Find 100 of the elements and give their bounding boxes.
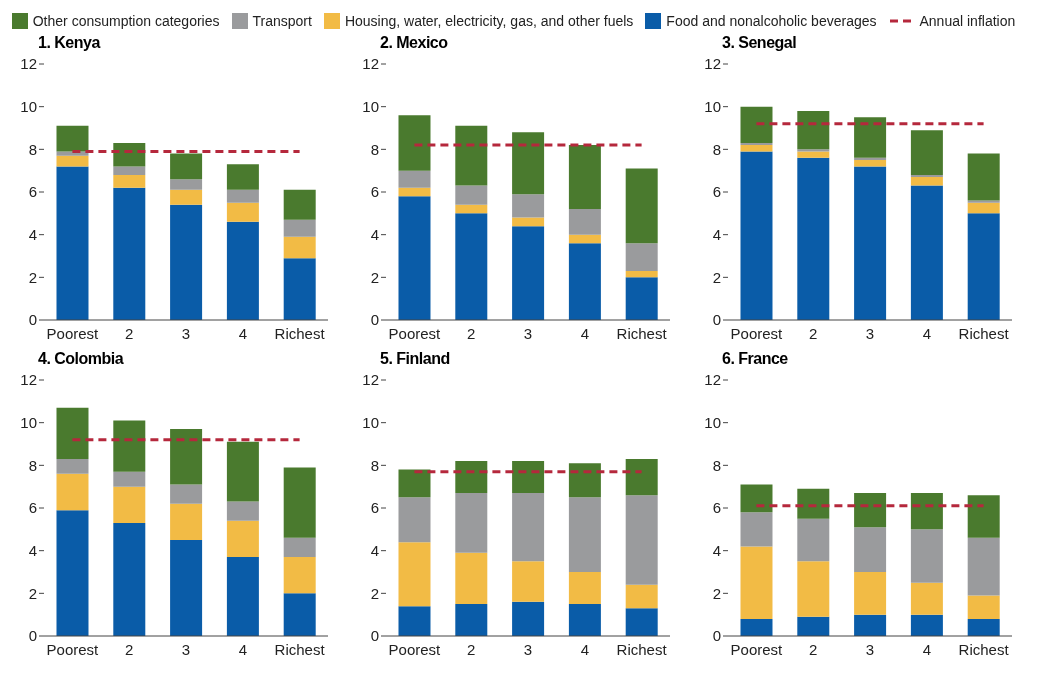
bar	[170, 503, 203, 540]
bar	[740, 145, 773, 152]
y-tick-label: 8	[370, 456, 379, 474]
y-tick-label: 6	[28, 499, 37, 517]
bar	[625, 458, 658, 496]
x-tick-label: Poorest	[46, 324, 100, 342]
bar	[455, 552, 488, 604]
bar	[910, 614, 943, 636]
bar	[854, 493, 887, 528]
legend-label: Annual inflation	[919, 13, 1016, 29]
bar	[398, 170, 431, 188]
bar	[512, 561, 545, 602]
bar	[910, 529, 943, 583]
y-tick-label: 0	[28, 311, 37, 329]
x-tick-label: 3	[523, 640, 533, 658]
bar	[398, 115, 431, 171]
y-tick-label: 8	[28, 456, 37, 474]
bar	[740, 151, 773, 320]
bar	[56, 166, 89, 320]
bar	[854, 166, 887, 320]
bar	[113, 174, 146, 188]
y-tick-label: 8	[370, 140, 379, 158]
bar	[283, 189, 316, 220]
legend-label: Housing, water, electricity, gas, and other fuels	[344, 13, 634, 29]
bar	[398, 606, 431, 636]
y-tick-label: 12	[20, 55, 37, 73]
bar	[910, 582, 943, 615]
bar	[625, 270, 658, 278]
bar	[170, 204, 203, 320]
x-tick-label: 2	[467, 324, 476, 342]
y-tick-label: 2	[28, 268, 37, 286]
bar	[568, 497, 601, 572]
bar	[967, 618, 1000, 636]
bar	[797, 157, 830, 320]
bar	[512, 132, 545, 195]
bar	[740, 546, 773, 619]
y-tick-label: 8	[712, 456, 721, 474]
x-tick-label: Richest	[616, 640, 668, 658]
bar	[625, 608, 658, 636]
bar	[568, 234, 601, 244]
bar	[854, 614, 887, 636]
bar	[512, 217, 545, 227]
y-tick-label: 10	[20, 97, 37, 115]
chart-title: 5. Finland	[379, 350, 451, 369]
bar	[226, 441, 259, 502]
bar	[398, 542, 431, 607]
x-tick-label: Poorest	[730, 324, 784, 342]
y-tick-label: 2	[28, 584, 37, 602]
x-tick-label: 3	[865, 640, 875, 658]
bar	[797, 518, 830, 562]
bar	[568, 604, 601, 636]
bar	[740, 106, 773, 143]
y-tick-label: 6	[712, 183, 721, 201]
y-tick-label: 4	[370, 225, 379, 243]
x-tick-label: Richest	[274, 324, 326, 342]
bar	[797, 110, 830, 150]
bar	[854, 160, 887, 167]
y-tick-label: 12	[20, 371, 37, 389]
bar	[56, 510, 89, 636]
bar	[56, 407, 89, 459]
bar	[854, 117, 887, 158]
y-tick-label: 4	[712, 541, 721, 559]
y-tick-label: 0	[370, 311, 379, 329]
bar	[910, 177, 943, 186]
y-tick-label: 12	[362, 55, 379, 73]
x-tick-label: 3	[181, 640, 191, 658]
bar	[854, 157, 887, 160]
bar	[455, 125, 488, 186]
bar	[113, 471, 146, 487]
y-tick-label: 0	[28, 627, 37, 645]
bar	[170, 540, 203, 636]
bar	[226, 557, 259, 636]
y-tick-label: 10	[362, 413, 379, 431]
bar	[967, 537, 1000, 596]
x-tick-label: 2	[809, 640, 818, 658]
x-tick-label: 4	[922, 324, 931, 342]
bar	[170, 153, 203, 180]
x-tick-label: 4	[580, 324, 589, 342]
bar	[455, 461, 488, 494]
bar	[398, 187, 431, 197]
bar	[113, 420, 146, 472]
bar	[455, 604, 488, 636]
chart-title: 1. Kenya	[37, 34, 102, 53]
x-tick-label: Richest	[958, 640, 1010, 658]
x-tick-label: Richest	[616, 324, 668, 342]
bar	[226, 189, 259, 203]
bar	[740, 512, 773, 547]
y-tick-label: 10	[704, 97, 721, 115]
bar	[398, 497, 431, 543]
bar	[56, 458, 89, 474]
bar	[740, 618, 773, 636]
x-tick-label: 2	[125, 324, 134, 342]
x-tick-label: Poorest	[730, 640, 784, 658]
y-tick-label: 4	[28, 225, 37, 243]
bar	[967, 153, 1000, 201]
x-tick-label: Richest	[958, 324, 1010, 342]
bar	[797, 488, 830, 519]
y-tick-label: 0	[370, 627, 379, 645]
y-tick-label: 4	[370, 541, 379, 559]
y-tick-label: 6	[28, 183, 37, 201]
